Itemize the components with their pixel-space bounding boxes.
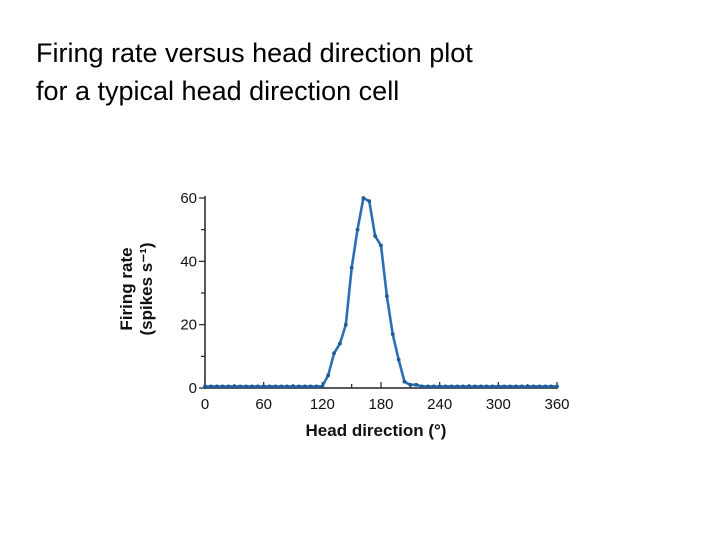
data-point xyxy=(426,384,430,389)
y-axis-title-line-2: (spikes s⁻¹) xyxy=(137,242,156,335)
data-point xyxy=(514,384,518,389)
data-point xyxy=(443,384,448,389)
y-tick-label: 0 xyxy=(189,380,197,397)
data-point xyxy=(390,332,395,337)
data-point xyxy=(461,384,466,389)
data-point xyxy=(326,373,331,378)
data-point xyxy=(361,196,366,200)
data-point xyxy=(255,384,260,389)
data-point xyxy=(384,294,389,299)
data-point xyxy=(408,382,413,387)
data-point xyxy=(320,384,325,389)
data-point xyxy=(472,384,477,389)
data-point xyxy=(402,379,407,384)
data-point xyxy=(455,384,460,389)
x-tick-label: 180 xyxy=(368,396,393,413)
data-point xyxy=(525,384,530,389)
x-tick-label: 300 xyxy=(486,396,511,413)
data-point xyxy=(343,322,348,327)
data-point xyxy=(367,199,372,204)
data-point xyxy=(373,234,378,238)
data-point xyxy=(338,341,342,346)
data-point xyxy=(437,384,442,389)
slide-title-line-1: Firing rate versus head direction plot xyxy=(36,38,473,68)
data-point xyxy=(537,384,542,389)
data-point xyxy=(467,384,471,389)
data-point xyxy=(296,384,301,389)
data-point xyxy=(302,384,307,389)
y-axis-title: Firing rate (spikes s⁻¹) xyxy=(117,242,156,335)
data-point xyxy=(332,351,336,356)
data-point xyxy=(478,384,483,389)
data-point xyxy=(244,384,248,389)
data-point xyxy=(508,384,512,389)
data-point xyxy=(308,384,313,389)
data-point xyxy=(519,384,524,389)
data-point xyxy=(379,243,383,248)
data-point xyxy=(261,384,266,389)
data-point xyxy=(238,384,243,389)
data-point xyxy=(531,384,536,389)
data-point xyxy=(484,384,489,389)
data-point xyxy=(420,384,424,389)
data-point xyxy=(279,384,284,389)
slide-title: Firing rate versus head direction plot f… xyxy=(36,34,696,110)
data-point xyxy=(285,384,290,389)
data-point xyxy=(496,384,501,389)
data-point xyxy=(226,384,231,389)
y-tick-label: 60 xyxy=(180,190,197,207)
x-tick-label: 360 xyxy=(544,396,569,413)
data-point xyxy=(203,384,207,389)
data-point xyxy=(396,357,401,362)
data-point xyxy=(208,384,213,389)
data-point xyxy=(502,384,507,389)
data-point xyxy=(232,384,237,389)
x-tick-label: 120 xyxy=(310,396,335,413)
data-point xyxy=(543,384,548,389)
data-point xyxy=(355,227,360,232)
data-point xyxy=(431,384,436,389)
y-axis-title-line-1: Firing rate xyxy=(117,247,136,330)
data-point xyxy=(414,382,419,387)
y-tick-label: 40 xyxy=(180,253,197,270)
data-point xyxy=(214,384,219,389)
x-tick-label: 60 xyxy=(255,396,272,413)
data-point xyxy=(273,384,278,389)
x-axis-title: Head direction (°) xyxy=(306,421,447,440)
x-tick-label: 0 xyxy=(201,396,209,413)
data-point xyxy=(349,265,354,270)
data-point xyxy=(267,384,272,389)
data-point xyxy=(490,384,495,389)
data-point xyxy=(549,384,554,389)
y-tick-label: 20 xyxy=(180,317,197,334)
data-point xyxy=(555,384,559,389)
data-point xyxy=(250,384,254,389)
x-tick-label: 240 xyxy=(427,396,452,413)
data-point xyxy=(314,384,319,389)
data-point xyxy=(449,384,454,389)
data-point xyxy=(220,384,225,389)
slide-title-line-2: for a typical head direction cell xyxy=(36,76,400,106)
series-line xyxy=(203,196,559,388)
data-point xyxy=(291,384,295,389)
